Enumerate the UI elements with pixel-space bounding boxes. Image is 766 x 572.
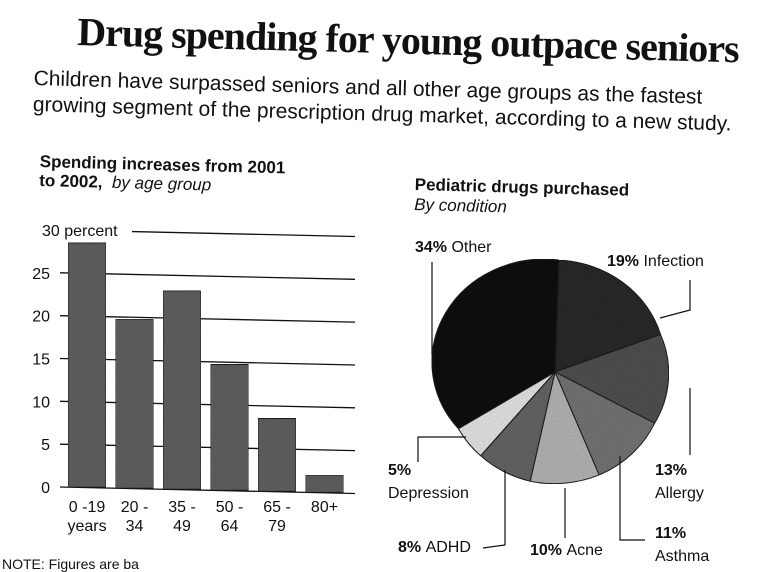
x-tick-label-2-line2: 49 (173, 518, 191, 535)
bar-chart: 0 5 10 15 20 25 30 percent 0 -19 years 20 - 34 35 -… (32, 223, 356, 535)
x-tick-label-4: 65 - (263, 499, 291, 516)
bar-1 (115, 318, 154, 489)
pie-slice-allergy (553, 333, 670, 424)
y-tick-label-0: 0 (41, 480, 50, 497)
bar-4 (257, 417, 297, 492)
y-tick-label-6: 30 percent (42, 223, 118, 240)
y-tick-label-4: 20 (32, 309, 50, 326)
bar-0 (67, 242, 107, 488)
pie-label-asthma: Asthma (655, 548, 709, 565)
leader-line-asthma (619, 456, 645, 541)
pie-label-infection: 19% Infection (607, 253, 704, 270)
pie-slice-asthma (553, 370, 656, 476)
x-tick-label-0: 0 -19 (69, 499, 106, 516)
pie-label-name-acne: Acne (566, 542, 603, 559)
leader-line-adhd (482, 470, 506, 549)
pie-label-name-other: Other (451, 239, 492, 256)
gridline-5 (59, 272, 356, 280)
pie-slice-infection (554, 259, 662, 373)
pie-label-name-adhd: ADHD (426, 539, 471, 556)
pie-chart: 19% Infection 13% Allergy 11% Asthma 10% Acne… (388, 239, 709, 565)
pie-label-pct-asthma: 11% (655, 525, 686, 542)
bar-2 (162, 290, 202, 490)
leader-line-depression (417, 436, 466, 462)
x-tick-label-3: 50 - (216, 499, 244, 516)
x-tick-label-0-line2: years (67, 518, 106, 535)
x-tick-label-5: 80+ (311, 499, 338, 516)
y-tick-label-2: 10 (32, 394, 50, 411)
pie-label-adhd: 8% ADHD (398, 539, 471, 556)
x-tick-label-4-line2: 79 (268, 518, 286, 535)
x-tick-label-1: 20 - (121, 499, 149, 516)
bar-5 (305, 474, 344, 493)
pie-slice-other (431, 258, 560, 430)
leader-line-other (431, 262, 461, 359)
y-tick-label-3: 15 (32, 352, 50, 369)
pie-label-pct-infection: 19% (607, 253, 643, 270)
gridline-1 (59, 443, 356, 452)
footnote: NOTE: Figures are ba (2, 556, 139, 572)
pie-label-depression: Depression (388, 485, 469, 502)
bar-3 (210, 363, 249, 491)
gridline-3 (59, 357, 356, 366)
gridline-4 (59, 315, 356, 323)
pie-label-allergy: Allergy (655, 485, 704, 502)
pie-label-other: 34% Other (415, 239, 492, 256)
x-tick-label-2: 35 - (168, 499, 196, 516)
pie-label-acne: 10% Acne (530, 542, 603, 559)
pie-label-pct-allergy: 13% (655, 462, 687, 479)
pie-label-name-infection: Infection (643, 253, 703, 270)
leader-line-infection (659, 280, 691, 319)
x-tick-label-3-line2: 64 (221, 518, 239, 535)
pie-label-pct-other: 34% (415, 239, 451, 256)
gridline-2 (59, 400, 356, 409)
pie-label-pct-acne: 10% (530, 542, 566, 559)
y-tick-label-1: 5 (41, 437, 50, 454)
x-tick-label-1-line2: 34 (126, 518, 144, 535)
gridline-6 (131, 230, 356, 238)
pie-label-pct-adhd: 8% (398, 539, 426, 556)
pie-label-pct-depression: 5% (388, 462, 411, 479)
y-tick-label-5: 25 (32, 266, 50, 283)
